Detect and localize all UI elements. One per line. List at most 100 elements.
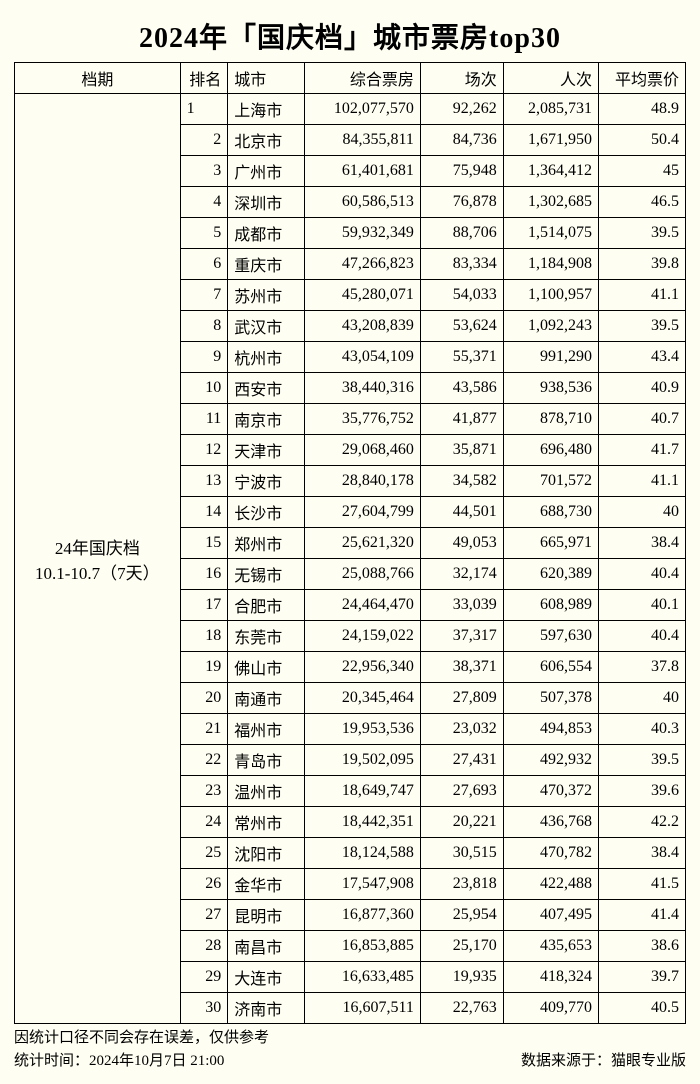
period-line1: 24年国庆档 — [21, 534, 174, 559]
cell-people: 1,092,243 — [503, 311, 598, 342]
cell-people: 407,495 — [503, 900, 598, 931]
cell-city: 上海市 — [228, 94, 305, 125]
cell-rank: 27 — [180, 900, 228, 931]
cell-city: 温州市 — [228, 776, 305, 807]
cell-box: 24,464,470 — [304, 590, 420, 621]
cell-city: 长沙市 — [228, 497, 305, 528]
cell-box: 18,649,747 — [304, 776, 420, 807]
cell-shows: 27,693 — [420, 776, 503, 807]
cell-people: 494,853 — [503, 714, 598, 745]
cell-rank: 3 — [180, 156, 228, 187]
cell-box: 17,547,908 — [304, 869, 420, 900]
cell-people: 938,536 — [503, 373, 598, 404]
cell-price: 40.7 — [598, 404, 685, 435]
cell-people: 1,364,412 — [503, 156, 598, 187]
cell-people: 2,085,731 — [503, 94, 598, 125]
cell-rank: 16 — [180, 559, 228, 590]
cell-box: 18,442,351 — [304, 807, 420, 838]
table-row: 24年国庆档10.1-10.7（7天）1上海市102,077,57092,262… — [15, 94, 686, 125]
cell-price: 48.9 — [598, 94, 685, 125]
cell-city: 北京市 — [228, 125, 305, 156]
cell-people: 878,710 — [503, 404, 598, 435]
cell-price: 40 — [598, 683, 685, 714]
cell-box: 16,877,360 — [304, 900, 420, 931]
cell-box: 102,077,570 — [304, 94, 420, 125]
header-shows: 场次 — [420, 63, 503, 94]
cell-people: 620,389 — [503, 559, 598, 590]
cell-box: 19,502,095 — [304, 745, 420, 776]
cell-city: 苏州市 — [228, 280, 305, 311]
cell-city: 重庆市 — [228, 249, 305, 280]
cell-city: 佛山市 — [228, 652, 305, 683]
cell-price: 40.3 — [598, 714, 685, 745]
cell-shows: 49,053 — [420, 528, 503, 559]
cell-people: 1,514,075 — [503, 218, 598, 249]
cell-city: 无锡市 — [228, 559, 305, 590]
cell-shows: 83,334 — [420, 249, 503, 280]
cell-shows: 43,586 — [420, 373, 503, 404]
cell-shows: 27,809 — [420, 683, 503, 714]
cell-people: 409,770 — [503, 993, 598, 1024]
footnotes: 因统计口径不同会存在误差，仅供参考 统计时间：2024年10月7日 21:00 … — [14, 1026, 686, 1070]
cell-people: 470,372 — [503, 776, 598, 807]
cell-rank: 6 — [180, 249, 228, 280]
cell-rank: 30 — [180, 993, 228, 1024]
cell-rank: 4 — [180, 187, 228, 218]
cell-price: 40.9 — [598, 373, 685, 404]
cell-rank: 9 — [180, 342, 228, 373]
page-title: 2024年「国庆档」城市票房top30 — [14, 16, 686, 56]
cell-price: 39.5 — [598, 745, 685, 776]
cell-shows: 41,877 — [420, 404, 503, 435]
cell-city: 武汉市 — [228, 311, 305, 342]
cell-price: 41.1 — [598, 280, 685, 311]
cell-city: 南京市 — [228, 404, 305, 435]
cell-shows: 88,706 — [420, 218, 503, 249]
cell-city: 东莞市 — [228, 621, 305, 652]
cell-rank: 7 — [180, 280, 228, 311]
cell-rank: 15 — [180, 528, 228, 559]
cell-shows: 55,371 — [420, 342, 503, 373]
cell-people: 507,378 — [503, 683, 598, 714]
footnote-disclaimer: 因统计口径不同会存在误差，仅供参考 — [14, 1026, 686, 1047]
cell-price: 38.6 — [598, 931, 685, 962]
cell-rank: 10 — [180, 373, 228, 404]
cell-shows: 37,317 — [420, 621, 503, 652]
header-box: 综合票房 — [304, 63, 420, 94]
cell-rank: 14 — [180, 497, 228, 528]
cell-shows: 22,763 — [420, 993, 503, 1024]
cell-shows: 27,431 — [420, 745, 503, 776]
cell-box: 47,266,823 — [304, 249, 420, 280]
header-city: 城市 — [228, 63, 305, 94]
cell-box: 28,840,178 — [304, 466, 420, 497]
cell-price: 42.2 — [598, 807, 685, 838]
cell-box: 22,956,340 — [304, 652, 420, 683]
cell-shows: 84,736 — [420, 125, 503, 156]
cell-city: 福州市 — [228, 714, 305, 745]
cell-shows: 23,818 — [420, 869, 503, 900]
cell-rank: 2 — [180, 125, 228, 156]
cell-price: 50.4 — [598, 125, 685, 156]
cell-box: 45,280,071 — [304, 280, 420, 311]
cell-price: 39.5 — [598, 218, 685, 249]
cell-people: 492,932 — [503, 745, 598, 776]
ranking-table: 档期 排名 城市 综合票房 场次 人次 平均票价 24年国庆档10.1-10.7… — [14, 62, 686, 1024]
cell-city: 西安市 — [228, 373, 305, 404]
cell-rank: 12 — [180, 435, 228, 466]
cell-city: 成都市 — [228, 218, 305, 249]
cell-people: 1,671,950 — [503, 125, 598, 156]
cell-price: 39.7 — [598, 962, 685, 993]
cell-box: 16,853,885 — [304, 931, 420, 962]
cell-price: 39.5 — [598, 311, 685, 342]
cell-city: 沈阳市 — [228, 838, 305, 869]
cell-box: 60,586,513 — [304, 187, 420, 218]
footnote-stat-time: 统计时间：2024年10月7日 21:00 — [14, 1049, 224, 1070]
cell-city: 合肥市 — [228, 590, 305, 621]
cell-price: 37.8 — [598, 652, 685, 683]
cell-shows: 25,170 — [420, 931, 503, 962]
cell-shows: 25,954 — [420, 900, 503, 931]
cell-price: 39.8 — [598, 249, 685, 280]
header-row: 档期 排名 城市 综合票房 场次 人次 平均票价 — [15, 63, 686, 94]
cell-price: 40.4 — [598, 621, 685, 652]
header-rank: 排名 — [180, 63, 228, 94]
cell-shows: 53,624 — [420, 311, 503, 342]
